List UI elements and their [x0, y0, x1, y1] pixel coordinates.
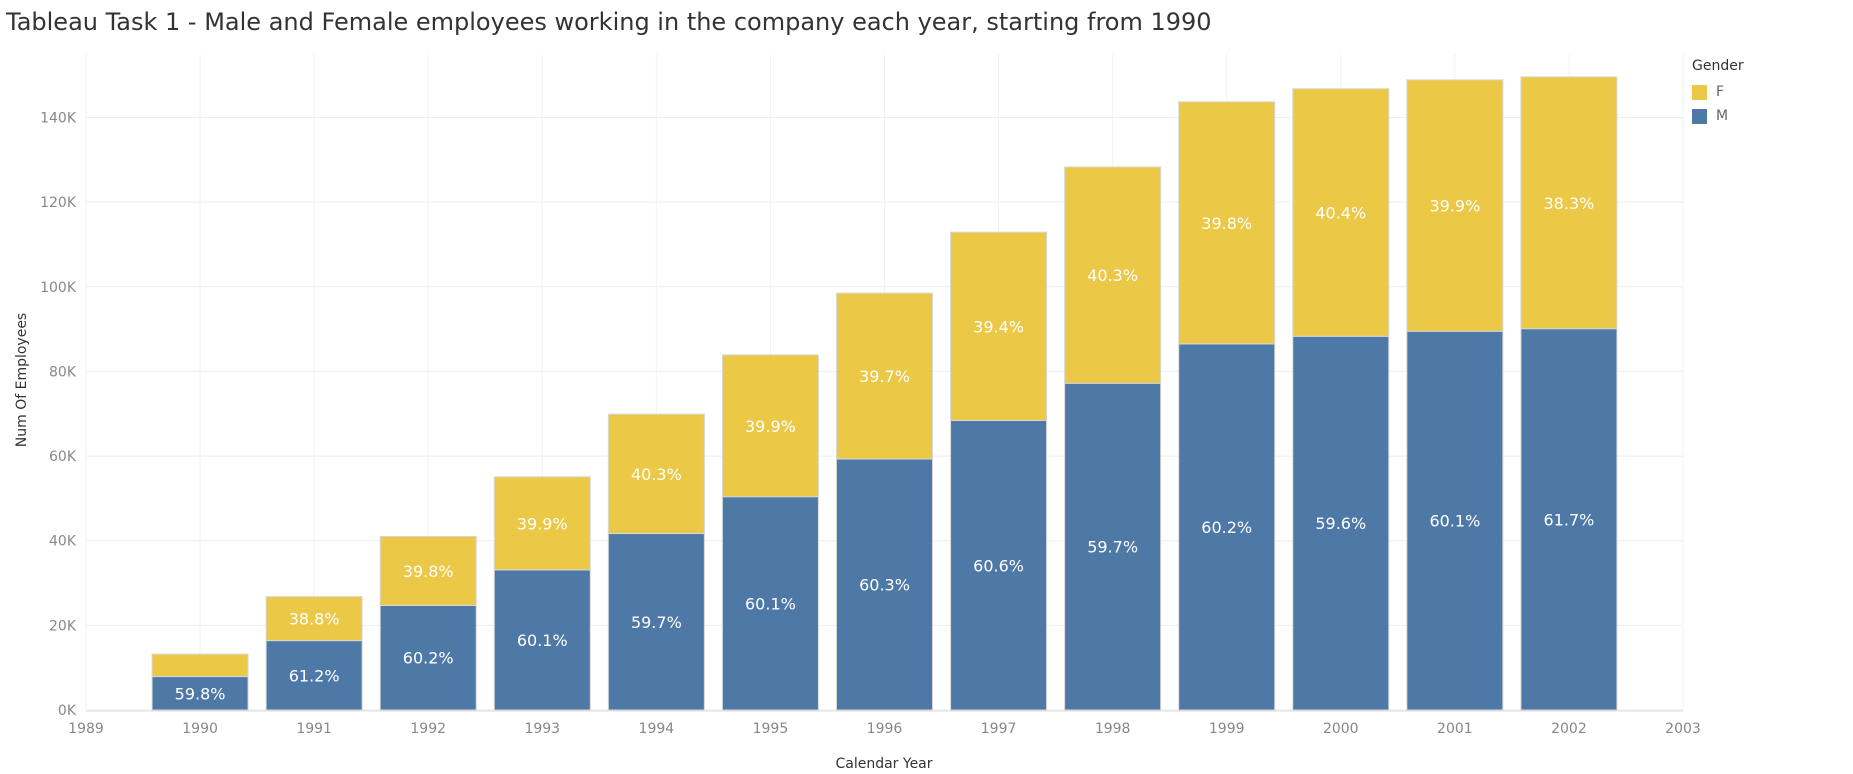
- bar-f-1994[interactable]: [607, 413, 705, 535]
- data-label-f-1997: 39.4%: [973, 317, 1024, 336]
- bar-m-1994[interactable]: [607, 533, 705, 711]
- bar-m-1998[interactable]: [1064, 382, 1162, 711]
- bar-f-1995[interactable]: [721, 354, 819, 498]
- x-tick-label: 1989: [68, 721, 104, 737]
- legend-swatch-f: [1692, 84, 1707, 100]
- legend-swatch-m: [1692, 108, 1707, 124]
- bar-m-2001[interactable]: [1406, 330, 1504, 711]
- bar-m-1996[interactable]: [836, 458, 933, 711]
- data-label-m-1995: 60.1%: [745, 594, 796, 613]
- y-tick-label: 0K: [58, 703, 77, 719]
- y-tick-label: 20K: [49, 618, 77, 634]
- x-tick-label: 1995: [753, 721, 789, 737]
- data-label-f-1991: 38.8%: [289, 610, 340, 629]
- data-label-f-1996: 39.7%: [859, 367, 910, 386]
- data-label-m-2002: 61.7%: [1544, 510, 1595, 529]
- axes: 0K 20K 40K 60K 80K 100K 120K 140K 1989 1990 1991 19…: [40, 110, 1701, 737]
- legend-label-f: F: [1716, 84, 1725, 100]
- bar-f-1990[interactable]: [151, 653, 249, 678]
- x-tick-label: 2002: [1551, 721, 1587, 737]
- bar-f-1992[interactable]: [379, 535, 477, 606]
- data-label-m-1994: 59.7%: [631, 613, 682, 632]
- x-tick-label: 1999: [1209, 721, 1245, 737]
- bars: 59.8% 61.2% 38.8% 60.2% 39.8% 60.1% 39.9% 59.7%…: [151, 76, 1618, 711]
- data-label-m-2001: 60.1%: [1429, 512, 1480, 531]
- data-label-f-1992: 39.8%: [403, 562, 454, 581]
- bar-f-2000[interactable]: [1292, 88, 1390, 337]
- y-tick-label: 120K: [40, 195, 77, 211]
- data-label-m-1997: 60.6%: [973, 556, 1024, 575]
- y-axis-label: Num Of Employees: [14, 313, 30, 447]
- x-tick-label: 2001: [1437, 721, 1473, 737]
- bar-f-1998[interactable]: [1064, 166, 1162, 384]
- bar-m-2000[interactable]: [1292, 335, 1390, 711]
- data-label-m-1993: 60.1%: [517, 631, 568, 650]
- y-tick-label: 60K: [49, 449, 77, 465]
- bar-f-2001[interactable]: [1406, 79, 1504, 332]
- bar-m-1995[interactable]: [721, 496, 819, 711]
- x-axis-label: Calendar Year: [835, 756, 932, 772]
- data-label-m-1999: 60.2%: [1201, 518, 1252, 537]
- data-label-f-2000: 40.4%: [1315, 203, 1366, 222]
- bar-m-1999[interactable]: [1178, 343, 1276, 711]
- x-tick-label: 1990: [182, 721, 218, 737]
- x-tick-label: 1994: [639, 721, 675, 737]
- x-tick-label: 1996: [867, 721, 903, 737]
- x-tick-label: 2003: [1665, 721, 1701, 737]
- data-label-f-2001: 39.9%: [1429, 197, 1480, 216]
- x-tick-label: 1992: [410, 721, 446, 737]
- x-tick-label: 1998: [1095, 721, 1131, 737]
- legend-item-f[interactable]: F: [1692, 80, 1744, 104]
- data-label-f-1999: 39.8%: [1201, 214, 1252, 233]
- bar-f-1997[interactable]: [950, 231, 1048, 422]
- data-label-f-1993: 39.9%: [517, 514, 568, 533]
- bar-f-1999[interactable]: [1178, 101, 1276, 345]
- bar-f-2002[interactable]: [1520, 76, 1618, 330]
- x-tick-label: 2000: [1323, 721, 1359, 737]
- x-tick-label: 1991: [296, 721, 332, 737]
- bar-f-1996[interactable]: [836, 292, 933, 460]
- legend: Gender F M: [1692, 58, 1744, 128]
- y-tick-label: 100K: [40, 280, 77, 296]
- data-label-m-1992: 60.2%: [403, 649, 454, 668]
- chart-title: Tableau Task 1 - Male and Female employe…: [6, 8, 1212, 36]
- data-label-m-1990: 59.8%: [175, 684, 226, 703]
- data-label-f-2002: 38.3%: [1544, 194, 1595, 213]
- data-label-m-1991: 61.2%: [289, 666, 340, 685]
- bar-f-1991[interactable]: [265, 596, 363, 642]
- legend-item-m[interactable]: M: [1692, 104, 1744, 128]
- data-label-f-1994: 40.3%: [631, 465, 682, 484]
- bar-f-1993[interactable]: [493, 476, 591, 571]
- data-label-m-1996: 60.3%: [859, 576, 910, 595]
- bar-m-1992[interactable]: [379, 604, 477, 711]
- x-tick-label: 1997: [981, 721, 1017, 737]
- data-label-f-1998: 40.3%: [1087, 266, 1138, 285]
- y-tick-label: 40K: [49, 534, 77, 550]
- bar-m-1997[interactable]: [950, 420, 1048, 711]
- data-label-f-1995: 39.9%: [745, 417, 796, 436]
- legend-label-m: M: [1716, 108, 1729, 124]
- legend-title: Gender: [1692, 58, 1744, 74]
- data-label-m-2000: 59.6%: [1315, 514, 1366, 533]
- data-label-m-1998: 59.7%: [1087, 538, 1138, 557]
- bar-m-1993[interactable]: [493, 569, 591, 711]
- y-tick-label: 80K: [49, 364, 77, 380]
- bar-m-1990[interactable]: [151, 676, 249, 711]
- x-tick-label: 1993: [524, 721, 560, 737]
- y-tick-label: 140K: [40, 110, 77, 126]
